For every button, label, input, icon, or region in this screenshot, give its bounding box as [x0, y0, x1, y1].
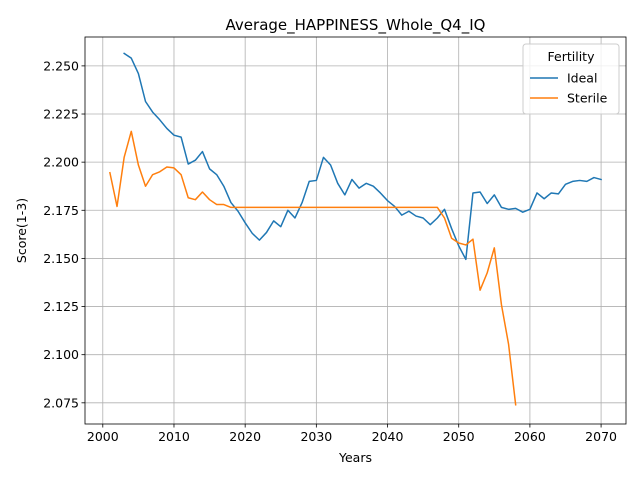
- y-tick-label: 2.200: [43, 155, 79, 170]
- y-tick-label: 2.250: [43, 58, 79, 73]
- y-tick-label: 2.075: [43, 395, 79, 410]
- x-tick-label: 2070: [585, 429, 617, 444]
- x-axis-ticks: 2000 2010 2020 2030 2040 2050 2060 2070: [87, 424, 617, 444]
- series-line-sterile: [109, 130, 517, 406]
- x-tick-label: 2020: [229, 429, 261, 444]
- y-tick-label: 2.100: [43, 347, 79, 362]
- y-tick-label: 2.150: [43, 251, 79, 266]
- x-tick-label: 2030: [300, 429, 332, 444]
- chart-title: Average_HAPPINESS_Whole_Q4_IQ: [226, 16, 486, 35]
- series-line-ideal: [123, 52, 603, 261]
- x-tick-label: 2060: [514, 429, 546, 444]
- plot-frame: [84, 36, 627, 425]
- x-axis-label: Years: [338, 450, 372, 465]
- series-lines: [109, 52, 603, 406]
- y-tick-label: 2.225: [43, 107, 79, 122]
- y-axis-label: Score(1-3): [14, 198, 29, 263]
- x-tick-label: 2000: [87, 429, 119, 444]
- x-tick-label: 2050: [443, 429, 475, 444]
- legend-label-sterile: Sterile: [567, 91, 608, 106]
- legend-title: Fertility: [548, 49, 596, 64]
- legend: Fertility Ideal Sterile: [522, 43, 620, 115]
- y-tick-label: 2.175: [43, 203, 79, 218]
- y-tick-label: 2.125: [43, 299, 79, 314]
- legend-label-ideal: Ideal: [567, 71, 597, 86]
- y-axis-ticks: 2.075 2.100 2.125 2.150 2.175 2.200 2.225 2.250: [43, 58, 85, 410]
- legend-box: [522, 43, 620, 115]
- x-tick-label: 2040: [372, 429, 404, 444]
- x-tick-label: 2010: [158, 429, 190, 444]
